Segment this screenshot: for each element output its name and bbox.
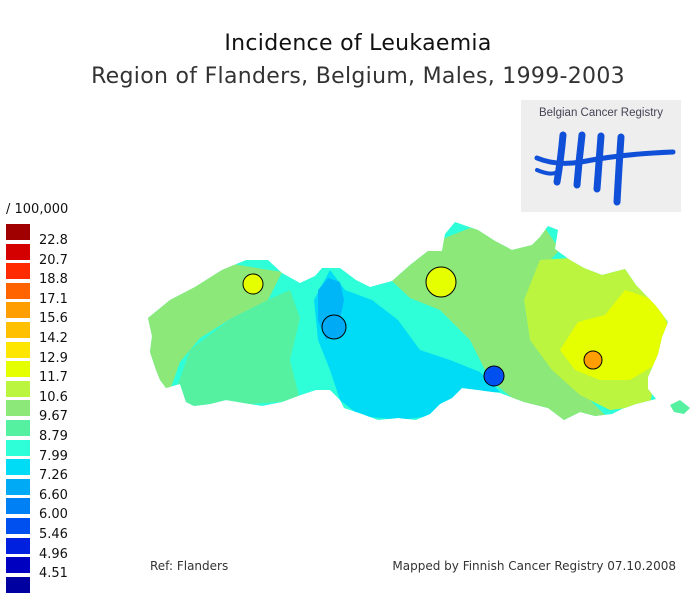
legend-label: 4.96 — [39, 546, 68, 562]
legend-label: 17.1 — [39, 291, 68, 307]
legend-label: 8.79 — [39, 428, 68, 444]
legend-swatch — [6, 302, 30, 319]
legend-swatch — [6, 341, 30, 358]
legend-label: 18.8 — [39, 272, 68, 288]
legend-swatch — [6, 537, 30, 554]
legend-label: 6.60 — [39, 487, 68, 503]
logo-text: Belgian Cancer Registry — [538, 107, 663, 119]
belgian-cancer-registry-logo: Belgian Cancer Registry — [521, 100, 681, 212]
legend-label: 9.67 — [39, 409, 68, 425]
legend-unit: / 100,000 — [6, 202, 69, 217]
marker-center-west — [321, 314, 347, 340]
legend-label: 5.46 — [39, 526, 68, 542]
legend-swatch — [6, 576, 30, 593]
legend-label: 6.00 — [39, 507, 68, 523]
legend-label: 14.2 — [39, 330, 68, 346]
legend-swatch — [6, 224, 30, 240]
marker-north — [425, 266, 457, 298]
legend-label: 15.6 — [39, 311, 68, 327]
legend-swatch — [6, 282, 30, 299]
legend-label: 10.6 — [39, 389, 68, 405]
incidence-surface — [148, 222, 668, 420]
tally-marks-icon — [534, 131, 676, 206]
legend-label: 20.7 — [39, 252, 68, 268]
marker-brussels — [483, 365, 505, 387]
legend-swatch — [6, 517, 30, 534]
marker-east — [583, 350, 603, 370]
legend-swatch — [6, 419, 30, 436]
legend-swatch — [6, 263, 30, 280]
legend-swatch — [6, 478, 30, 495]
legend-swatch — [6, 459, 30, 476]
legend-label: 4.51 — [39, 566, 68, 582]
legend-swatch — [6, 400, 30, 417]
map-title: Incidence of Leukaemia — [224, 31, 492, 56]
marker-west — [242, 273, 264, 295]
legend-label: 22.8 — [39, 233, 68, 248]
legend-label: 11.7 — [39, 370, 68, 386]
eastern-enclave — [670, 400, 690, 414]
legend-swatch — [6, 380, 30, 397]
legend-swatch — [6, 243, 30, 260]
legend-swatch — [6, 498, 30, 515]
legend-label: 7.99 — [39, 448, 68, 464]
legend-label: 12.9 — [39, 350, 68, 366]
legend-swatch — [6, 557, 30, 574]
legend-label: 7.26 — [39, 468, 68, 484]
marker-layer — [242, 266, 603, 387]
map-subtitle: Region of Flanders, Belgium, Males, 1999… — [91, 64, 625, 89]
legend-swatch — [6, 321, 30, 338]
reference-label: Ref: Flanders — [150, 559, 229, 573]
legend-swatch — [6, 439, 30, 456]
legend-swatch — [6, 361, 30, 378]
mapped-by-credit: Mapped by Finnish Cancer Registry 07.10.… — [392, 559, 676, 573]
